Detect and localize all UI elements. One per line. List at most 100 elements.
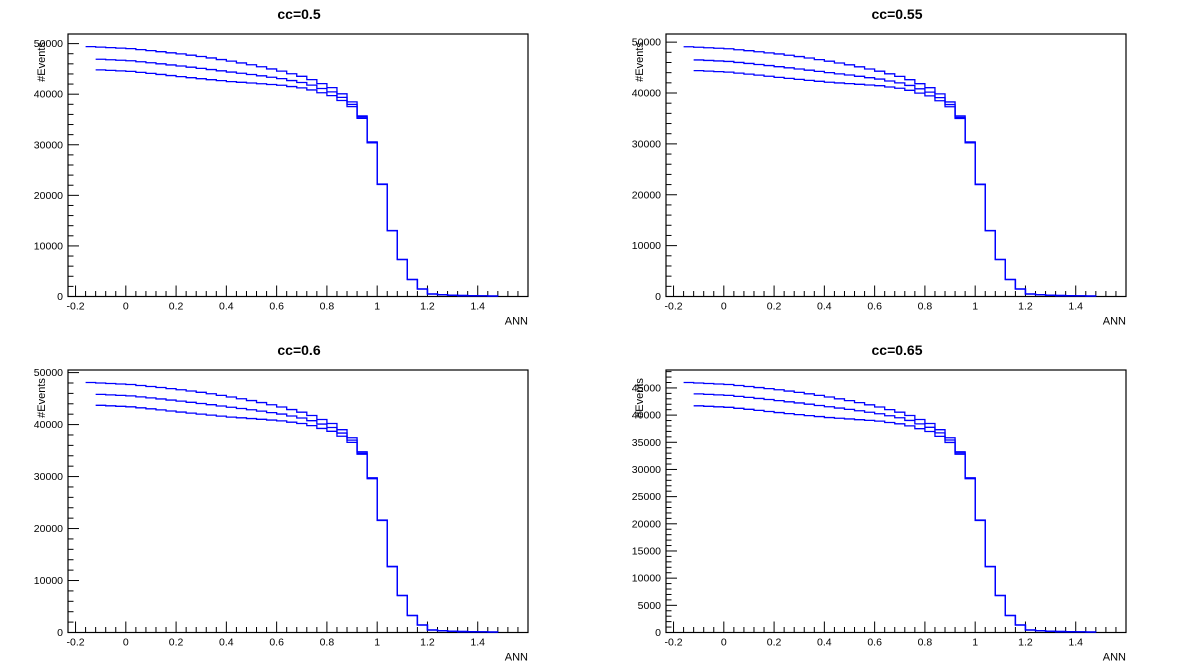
x-axis-title: ANN — [505, 652, 528, 664]
x-axis: -0.2 0 0.2 0.4 0.6 0.8 1 1.2 1.4 ANN — [66, 285, 528, 328]
x-tick-label: 1.2 — [1018, 301, 1033, 313]
x-axis: -0.2 0 0.2 0.4 0.6 0.8 1 1.2 1.4 ANN — [664, 285, 1126, 328]
y-tick-label: 40000 — [632, 410, 661, 422]
y-tick-label: 40000 — [34, 419, 63, 431]
y-tick-label: 30000 — [34, 471, 63, 483]
x-tick-label: 1.2 — [420, 301, 435, 313]
y-tick-label: 0 — [655, 627, 661, 639]
panel-cc-0.5: cc=0.5 -0.2 0 0.2 0.4 0.6 0.8 1 1.2 1.4 ANN 0 10000… — [0, 0, 598, 336]
x-tick-label: 1.2 — [420, 637, 435, 649]
y-axis-title: #Events — [36, 378, 48, 418]
y-axis-title: #Events — [634, 378, 646, 418]
panel-cc-0.6: cc=0.6 -0.2 0 0.2 0.4 0.6 0.8 1 1.2 1.4 ANN 0 10000… — [0, 336, 598, 672]
x-tick-label: 0.6 — [867, 301, 882, 313]
curve-lower — [693, 405, 1097, 633]
x-tick-label: 0 — [123, 301, 129, 313]
x-axis: -0.2 0 0.2 0.4 0.6 0.8 1 1.2 1.4 ANN — [664, 621, 1126, 664]
y-tick-label: 50000 — [34, 367, 63, 379]
x-tick-label: 1.4 — [1068, 637, 1083, 649]
x-tick-label: 0.4 — [817, 301, 832, 313]
y-tick-label: 30000 — [34, 139, 63, 151]
x-tick-label: 1.4 — [1068, 301, 1083, 313]
y-tick-label: 25000 — [632, 491, 661, 503]
curve-upper — [85, 381, 499, 633]
x-tick-label: 0 — [721, 637, 727, 649]
plot-frame — [67, 33, 529, 298]
curve-lower — [95, 404, 499, 633]
x-tick-label: 0.2 — [169, 301, 184, 313]
y-tick-label: 10000 — [34, 240, 63, 252]
curve-upper — [683, 46, 1097, 297]
x-tick-label: 1 — [972, 301, 978, 313]
x-tick-label: 0 — [123, 637, 129, 649]
x-tick-label: 0.4 — [219, 637, 234, 649]
y-axis: 0 10000 20000 30000 40000 50000#Events — [34, 38, 79, 303]
curve-lower — [693, 69, 1097, 297]
panel-cc-0.55: cc=0.55 -0.2 0 0.2 0.4 0.6 0.8 1 1.2 1.4 ANN 0 1000… — [598, 0, 1196, 336]
x-tick-label: 0.4 — [817, 637, 832, 649]
x-axis: -0.2 0 0.2 0.4 0.6 0.8 1 1.2 1.4 ANN — [66, 621, 528, 664]
x-tick-label: 0.8 — [320, 301, 335, 313]
plot-canvas: -0.2 0 0.2 0.4 0.6 0.8 1 1.2 1.4ANN0500010000150… — [632, 369, 1127, 664]
x-tick-label: 0.2 — [767, 301, 782, 313]
x-tick-label: 0.4 — [219, 301, 234, 313]
plot-title: cc=0.5 — [277, 6, 321, 22]
y-axis-title: #Events — [36, 42, 48, 82]
y-tick-label: 30000 — [632, 464, 661, 476]
x-tick-label: 0.8 — [918, 637, 933, 649]
x-tick-label: 0 — [721, 301, 727, 313]
y-tick-label: 20000 — [34, 523, 63, 535]
plot-frame — [665, 33, 1127, 298]
y-tick-label: 10000 — [34, 575, 63, 587]
panel-cc-0.65: cc=0.65 -0.2 0 0.2 0.4 0.6 0.8 1 1.2 1.4 ANN 0 5000… — [598, 336, 1196, 672]
curve-middle — [693, 393, 1097, 633]
plot-title: cc=0.65 — [871, 342, 923, 358]
y-tick-label: 40000 — [34, 89, 63, 101]
plot-canvas: -0.2 0 0.2 0.4 0.6 0.8 1 1.2 1.4ANN0100002000030… — [632, 33, 1127, 328]
x-tick-label: 1.4 — [470, 637, 485, 649]
x-axis-title: ANN — [1103, 316, 1126, 328]
x-tick-label: -0.2 — [66, 637, 84, 649]
y-tick-label: 40000 — [632, 88, 661, 100]
curve-middle — [95, 393, 499, 633]
x-axis-title: ANN — [1103, 652, 1126, 664]
y-axis-title: #Events — [634, 42, 646, 82]
y-axis: 0 5000 10000 15000 20000 25000 30000 35000 40000… — [632, 371, 677, 639]
plot-title: cc=0.6 — [277, 342, 321, 358]
y-tick-label: 50000 — [34, 38, 63, 50]
x-tick-label: -0.2 — [664, 637, 682, 649]
x-tick-label: -0.2 — [664, 301, 682, 313]
y-tick-label: 45000 — [632, 382, 661, 394]
x-tick-label: 1.4 — [470, 301, 485, 313]
y-tick-label: 20000 — [632, 189, 661, 201]
y-tick-label: 20000 — [34, 190, 63, 202]
plot-title: cc=0.55 — [871, 6, 923, 22]
x-tick-label: 0.2 — [767, 637, 782, 649]
plot-frame — [665, 369, 1127, 634]
y-tick-label: 50000 — [632, 37, 661, 49]
x-tick-label: -0.2 — [66, 301, 84, 313]
x-tick-label: 0.6 — [867, 637, 882, 649]
y-tick-label: 15000 — [632, 545, 661, 557]
y-axis: 0 10000 20000 30000 40000 50000#Events — [34, 367, 79, 639]
y-tick-label: 10000 — [632, 240, 661, 252]
x-tick-label: 1.2 — [1018, 637, 1033, 649]
y-tick-label: 0 — [655, 291, 661, 303]
x-tick-label: 1 — [374, 301, 380, 313]
plot-canvas: -0.2 0 0.2 0.4 0.6 0.8 1 1.2 1.4ANN0100002000030… — [34, 33, 529, 328]
curve-upper — [85, 45, 499, 297]
y-tick-label: 5000 — [638, 600, 662, 612]
plot-frame — [67, 369, 529, 634]
y-tick-label: 20000 — [632, 518, 661, 530]
curve-middle — [95, 58, 499, 297]
x-tick-label: 1 — [972, 637, 978, 649]
curve-middle — [693, 59, 1097, 297]
y-tick-label: 0 — [57, 627, 63, 639]
x-axis-title: ANN — [505, 316, 528, 328]
y-tick-label: 10000 — [632, 573, 661, 585]
curve-lower — [95, 69, 499, 297]
y-axis: 0 10000 20000 30000 40000 50000#Events — [632, 37, 677, 303]
x-tick-label: 0.8 — [918, 301, 933, 313]
plot-canvas: -0.2 0 0.2 0.4 0.6 0.8 1 1.2 1.4ANN0100002000030… — [34, 367, 529, 664]
x-tick-label: 0.2 — [169, 637, 184, 649]
